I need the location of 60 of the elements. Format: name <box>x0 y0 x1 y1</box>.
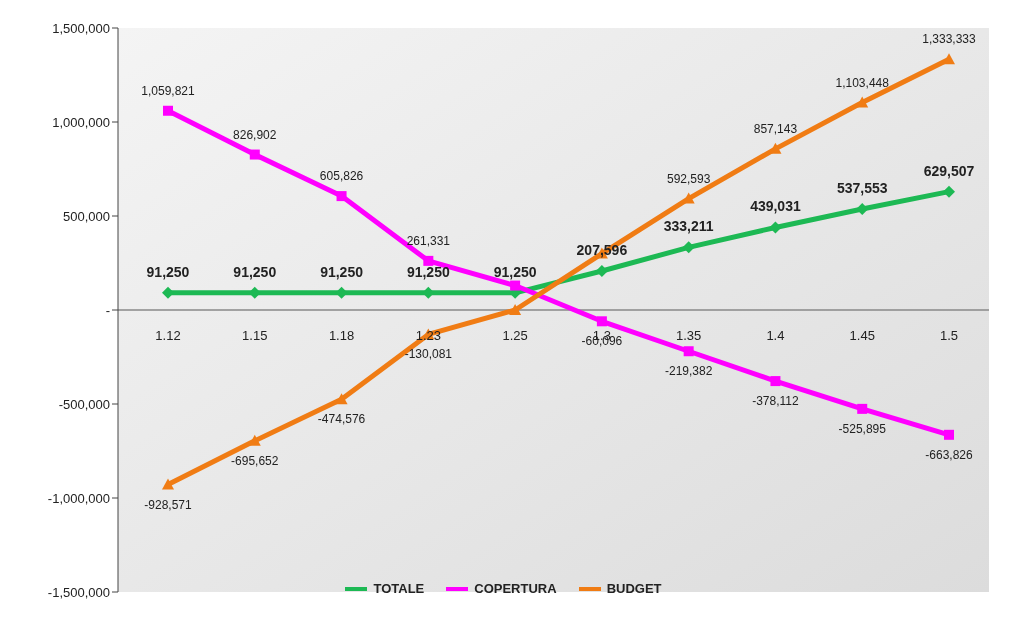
data-label: 537,553 <box>836 179 888 196</box>
point <box>336 191 347 202</box>
data-label: 91,250 <box>493 263 537 280</box>
point <box>943 53 955 65</box>
point <box>857 403 868 414</box>
data-label: -378,112 <box>752 394 800 409</box>
y-tick-label: -1,000,000 <box>47 490 110 506</box>
point <box>683 346 694 357</box>
data-label: 857,143 <box>753 121 798 136</box>
point <box>163 105 173 116</box>
x-tick-label: 1.15 <box>242 327 268 343</box>
data-label: 1,103,448 <box>835 75 890 90</box>
x-tick-label: 1.18 <box>328 327 355 343</box>
data-label: -219,382 <box>664 364 713 379</box>
legend-label: TOTALE <box>372 581 425 596</box>
point <box>770 376 781 387</box>
y-tick-label: -500,000 <box>58 396 110 412</box>
point <box>943 185 955 198</box>
data-label: 592,593 <box>666 171 711 186</box>
x-tick-label: 1.25 <box>502 327 528 343</box>
y-tick-label: 1,500,000 <box>52 20 110 36</box>
data-label: 91,250 <box>233 263 277 280</box>
data-label: 1,333,333 <box>922 32 977 47</box>
data-label: 605,826 <box>319 169 364 184</box>
data-label: -695,652 <box>231 453 279 468</box>
data-label: -130,081 <box>404 347 453 362</box>
x-tick-label: 1.35 <box>676 327 702 343</box>
data-label: 439,031 <box>750 198 801 215</box>
data-label: 261,331 <box>406 233 451 248</box>
point <box>682 241 695 254</box>
point <box>423 255 434 266</box>
legend-label: BUDGET <box>605 581 662 596</box>
point <box>509 304 522 315</box>
x-tick-label: 1.4 <box>766 327 785 343</box>
data-label: -663,826 <box>925 447 974 462</box>
y-tick-label: -1,500,000 <box>47 584 110 600</box>
data-label: 1,059,821 <box>141 83 196 98</box>
point <box>162 478 174 490</box>
point <box>335 393 348 405</box>
legend-label: COPERTURA <box>473 581 557 596</box>
x-tick-label: 1.5 <box>939 327 959 343</box>
x-tick-label: 1.45 <box>849 327 875 343</box>
point <box>249 149 260 160</box>
data-label: -474,576 <box>317 412 366 427</box>
data-label: 91,250 <box>320 263 364 280</box>
data-label: 333,211 <box>663 218 714 235</box>
x-tick-label: 1.12 <box>155 327 181 343</box>
data-label: 826,902 <box>233 127 277 142</box>
data-label: 629,507 <box>923 162 975 179</box>
point <box>510 280 521 291</box>
y-tick-label: - <box>105 302 110 318</box>
data-label: -525,895 <box>838 421 887 436</box>
data-label: 91,250 <box>406 263 450 280</box>
data-label: 91,250 <box>146 263 190 280</box>
point <box>856 96 869 108</box>
y-tick-label: 1,000,000 <box>52 114 110 130</box>
data-label: -928,571 <box>144 497 193 512</box>
y-tick-label: 500,000 <box>63 208 110 224</box>
point <box>596 316 607 327</box>
point <box>944 429 954 440</box>
